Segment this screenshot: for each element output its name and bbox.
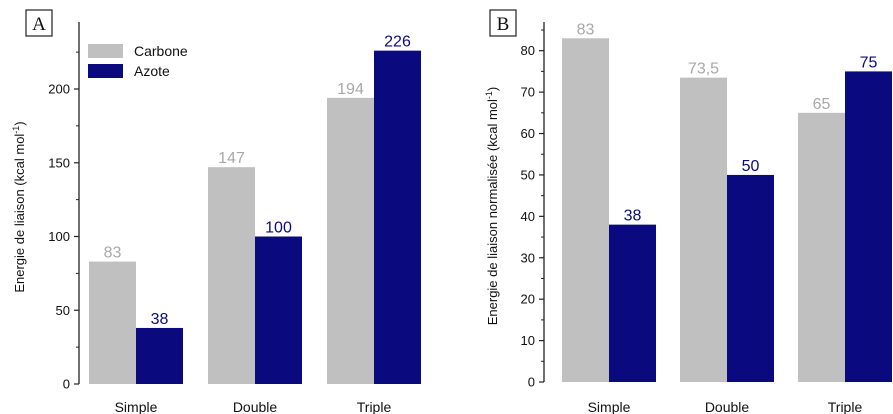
bar-azote-double <box>727 174 774 382</box>
bar-carbone-triple <box>798 112 845 382</box>
panel-label: A <box>32 14 46 35</box>
category-label: Simple <box>115 399 158 414</box>
y-tick-label: 60 <box>521 126 535 141</box>
category-label: Triple <box>357 399 392 414</box>
data-label: 194 <box>337 81 364 98</box>
legend-swatch-azote <box>88 64 123 78</box>
bar-azote-simple <box>136 327 183 384</box>
data-label: 83 <box>104 245 122 262</box>
legend-swatch-carbone <box>88 44 123 58</box>
y-tick-label: 30 <box>521 250 535 265</box>
y-tick-label: 150 <box>48 155 70 170</box>
bar-carbone-simple <box>562 38 609 383</box>
y-tick-label: 10 <box>521 333 535 348</box>
data-label: 65 <box>813 96 831 113</box>
panel-label-box <box>25 9 53 37</box>
y-tick-label: 0 <box>528 375 535 390</box>
legend-label-azote: Azote <box>134 63 170 79</box>
y-tick-label: 20 <box>521 292 535 307</box>
category-label: Double <box>705 399 750 414</box>
y-tick-label: 100 <box>48 229 70 244</box>
legend-label-carbone: Carbone <box>134 43 188 59</box>
bar-azote-triple <box>845 71 892 382</box>
data-label: 75 <box>860 54 878 71</box>
panel-label: B <box>497 14 510 35</box>
bar-carbone-double <box>680 77 727 382</box>
bar-azote-simple <box>609 224 656 382</box>
data-label: 147 <box>218 150 245 167</box>
y-tick-label: 80 <box>521 43 535 58</box>
category-label: Triple <box>828 399 863 414</box>
bar-carbone-simple <box>89 261 136 384</box>
category-label: Simple <box>588 399 631 414</box>
data-label: 226 <box>384 34 411 51</box>
data-label: 73,5 <box>688 61 719 78</box>
y-tick-label: 50 <box>521 167 535 182</box>
data-label: 38 <box>624 208 642 225</box>
y-tick-label: 200 <box>48 82 70 97</box>
y-tick-label: 70 <box>521 85 535 100</box>
bar-carbone-triple <box>327 97 374 384</box>
bar-azote-double <box>255 236 302 384</box>
y-tick-label: 50 <box>56 303 70 318</box>
panel-label-box <box>489 9 517 37</box>
data-label: 100 <box>265 220 292 237</box>
data-label: 38 <box>151 311 169 328</box>
y-tick-label: 40 <box>521 209 535 224</box>
y-axis-label: Energie de liaison normalisée (kcal mol-… <box>484 87 500 326</box>
data-label: 50 <box>742 158 760 175</box>
category-label: Double <box>233 399 278 414</box>
data-label: 83 <box>577 21 595 38</box>
y-tick-label: 0 <box>63 377 70 392</box>
bar-azote-triple <box>374 50 421 385</box>
y-axis-label: Energie de liaison (kcal mol-1) <box>11 121 27 292</box>
bar-carbone-double <box>208 167 255 384</box>
